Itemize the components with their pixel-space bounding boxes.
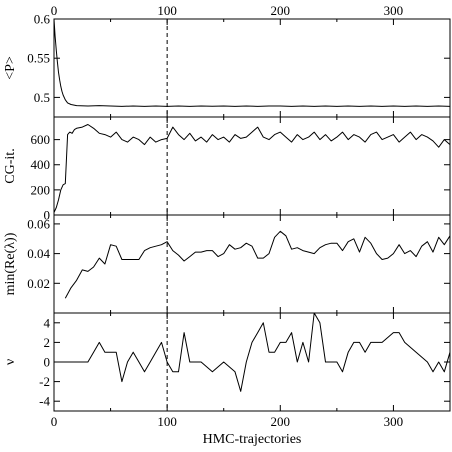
topological-charge-panel: -4 -2 0 2 4 0 100 200 300 ν bbox=[3, 312, 451, 429]
y-tick-label: 0 bbox=[44, 208, 51, 223]
x-tick-label-top: 200 bbox=[271, 3, 291, 18]
plaquette-panel: 0.5 0.55 0.60 100 200 300 <P> bbox=[3, 3, 451, 118]
y-tick-label: 200 bbox=[31, 182, 51, 197]
series-line bbox=[53, 124, 451, 213]
y-tick-label: -2 bbox=[39, 374, 50, 389]
x-tick-label-top: 100 bbox=[157, 3, 177, 18]
cg-iterations-panel: 0 200 400 600 CG-it. bbox=[3, 116, 451, 223]
y-tick-label: 600 bbox=[31, 132, 51, 147]
y-tick-label: 0.02 bbox=[27, 276, 50, 291]
x-tick-label-top: 300 bbox=[384, 3, 404, 18]
y-tick-label: 0.06 bbox=[27, 216, 50, 231]
x-tick-label: 100 bbox=[157, 414, 177, 429]
y-tick-label: 0.55 bbox=[27, 51, 50, 66]
series-line bbox=[64, 230, 451, 299]
y-tick-label: 2 bbox=[44, 335, 51, 350]
y-tick-label: 400 bbox=[31, 157, 51, 172]
series-line bbox=[53, 18, 451, 107]
plot-frame bbox=[53, 214, 451, 314]
x-tick-label: 300 bbox=[384, 414, 404, 429]
x-tick-label: 200 bbox=[271, 414, 291, 429]
y-tick-label: 4 bbox=[44, 315, 51, 330]
y-axis-title: CG-it. bbox=[3, 148, 18, 183]
series-line bbox=[54, 312, 451, 392]
y-tick-label: 0.5 bbox=[34, 90, 50, 105]
y-axis-title: min(Re(λ)) bbox=[3, 232, 18, 295]
y-tick-label: -4 bbox=[39, 394, 50, 409]
plot-frame bbox=[53, 312, 451, 412]
y-tick-label: 0.04 bbox=[27, 246, 50, 261]
plot-frame bbox=[53, 18, 451, 118]
y-tick-label: 0 bbox=[44, 355, 51, 370]
x-axis-title: HMC-trajectories bbox=[203, 432, 302, 447]
y-tick-label: 0.6 bbox=[34, 12, 51, 27]
min-eigenvalue-panel: 0.02 0.04 0.06 min(Re(λ)) bbox=[3, 214, 451, 314]
x-tick-label-top: 0 bbox=[51, 3, 58, 18]
y-axis-title: ν bbox=[3, 359, 18, 365]
y-axis-title: <P> bbox=[3, 56, 18, 80]
x-tick-label: 0 bbox=[51, 414, 58, 429]
